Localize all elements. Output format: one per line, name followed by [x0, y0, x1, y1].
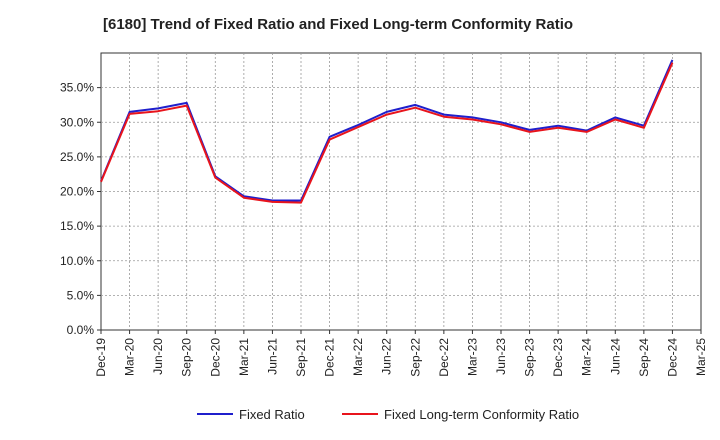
y-tick-label: 35.0%	[60, 81, 94, 95]
x-tick-label: Mar-20	[123, 338, 137, 376]
grid	[101, 53, 701, 330]
x-tick-label: Mar-23	[465, 338, 479, 376]
x-tick-label: Sep-24	[637, 338, 651, 377]
legend-label-2: Fixed Long-term Conformity Ratio	[384, 407, 579, 422]
x-tick-label: Mar-24	[580, 338, 594, 376]
y-tick-label: 15.0%	[60, 219, 94, 233]
y-tick-label: 0.0%	[67, 323, 95, 337]
y-axis: 0.0% 5.0% 10.0% 15.0% 20.0% 25.0% 30.0% 35.0%	[60, 81, 101, 337]
x-tick-label: Sep-23	[523, 338, 537, 377]
series-line-2	[100, 62, 674, 204]
x-tick-label: Dec-24	[665, 338, 679, 377]
y-tick-label: 20.0%	[60, 185, 94, 199]
x-tick-label: Mar-25	[694, 338, 708, 376]
x-tick-label: Jun-24	[608, 338, 622, 375]
x-axis: Dec-19 Mar-20 Jun-20 Sep-20 Dec-20 Mar-21 Jun-…	[94, 330, 708, 377]
chart-title: [6180] Trend of Fixed Ratio and Fixed Lo…	[103, 16, 574, 33]
x-tick-label: Dec-23	[551, 338, 565, 377]
x-tick-label: Jun-21	[265, 338, 279, 375]
legend-label-1: Fixed Ratio	[239, 407, 305, 422]
x-tick-label: Jun-22	[380, 338, 394, 375]
x-tick-label: Dec-19	[94, 338, 108, 377]
series-lines	[100, 59, 674, 204]
x-tick-label: Jun-20	[151, 338, 165, 375]
x-tick-label: Dec-21	[323, 338, 337, 377]
x-tick-label: Jun-23	[494, 338, 508, 375]
x-tick-label: Mar-22	[351, 338, 365, 376]
x-tick-label: Dec-20	[208, 338, 222, 377]
y-tick-label: 5.0%	[67, 288, 95, 302]
legend: Fixed Ratio Fixed Long-term Conformity Ra…	[197, 407, 579, 422]
x-tick-label: Dec-22	[437, 338, 451, 377]
x-tick-label: Mar-21	[237, 338, 251, 376]
y-tick-label: 25.0%	[60, 150, 94, 164]
x-tick-label: Sep-21	[294, 338, 308, 377]
x-tick-label: Sep-22	[408, 338, 422, 377]
x-tick-label: Sep-20	[180, 338, 194, 377]
y-tick-label: 30.0%	[60, 115, 94, 129]
y-tick-label: 10.0%	[60, 254, 94, 268]
